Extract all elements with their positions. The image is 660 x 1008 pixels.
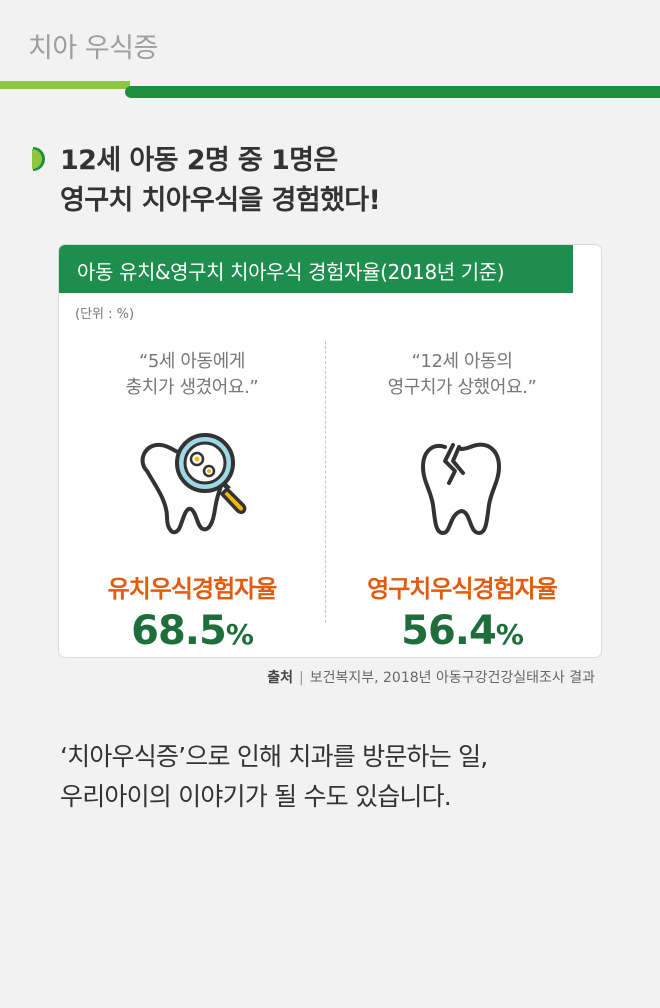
metric-value: 56.4% xyxy=(329,608,595,654)
closing-line-2: 우리아이의 이야기가 될 수도 있습니다. xyxy=(60,782,452,811)
metric-value: 68.5% xyxy=(59,608,325,654)
title-rule-accent xyxy=(0,81,130,89)
closing-text: ‘치아우식증’으로 인해 치과를 방문하는 일, 우리아이의 이야기가 될 수도… xyxy=(60,737,488,817)
quote-line-2: 충치가 생겼어요.” xyxy=(125,377,259,398)
stat-permanent-teeth: “12세 아동의 영구치가 상했어요.” 영구치우식경험자율 56.4% xyxy=(329,349,595,654)
metric-label: 유치우식경험자율 xyxy=(107,575,278,603)
headline-line-1: 12세 아동 2명 중 1명은 xyxy=(60,145,338,176)
quote-line-2: 영구치가 상했어요.” xyxy=(387,377,537,398)
quote-line-1: “5세 아동에게 xyxy=(138,351,246,372)
card-title: 아동 유치&영구치 치아우식 경험자율(2018년 기준) xyxy=(77,260,505,284)
unit-label: (단위 : %) xyxy=(75,307,135,322)
column-divider xyxy=(325,341,326,623)
source-text: 보건복지부, 2018년 아동구강건강실태조사 결과 xyxy=(309,670,595,686)
source-label: 출처 xyxy=(267,670,293,686)
source-note: 출처 | 보건복지부, 2018년 아동구강건강실태조사 결과 xyxy=(267,667,595,687)
closing-line-1: ‘치아우식증’으로 인해 치과를 방문하는 일, xyxy=(60,742,488,771)
tooth-magnifier-icon xyxy=(140,433,247,535)
quote-line-1: “12세 아동의 xyxy=(411,351,513,372)
metric-unit: % xyxy=(495,618,524,651)
stat-primary-teeth: “5세 아동에게 충치가 생겼어요.” 유치우식경험자율 68.5% xyxy=(59,349,325,654)
metric-number: 68.5 xyxy=(131,608,227,654)
source-separator: | xyxy=(299,670,304,686)
headline-marker-icon xyxy=(32,147,45,171)
quote: “5세 아동에게 충치가 생겼어요.” xyxy=(59,349,325,401)
quote: “12세 아동의 영구치가 상했어요.” xyxy=(329,349,595,401)
card-header: 아동 유치&영구치 치아우식 경험자율(2018년 기준) xyxy=(59,245,573,293)
broken-tooth-icon xyxy=(421,442,501,535)
page-title: 치아 우식증 xyxy=(28,33,158,64)
title-rule xyxy=(125,86,660,98)
metric-number: 56.4 xyxy=(401,608,497,654)
headline: 12세 아동 2명 중 1명은 영구치 치아우식을 경험했다! xyxy=(60,141,381,221)
headline-line-2: 영구치 치아우식을 경험했다! xyxy=(60,185,381,216)
stats-card: 아동 유치&영구치 치아우식 경험자율(2018년 기준) (단위 : %) “… xyxy=(58,244,602,658)
metric-label: 영구치우식경험자율 xyxy=(367,575,558,603)
metric-unit: % xyxy=(225,618,254,651)
